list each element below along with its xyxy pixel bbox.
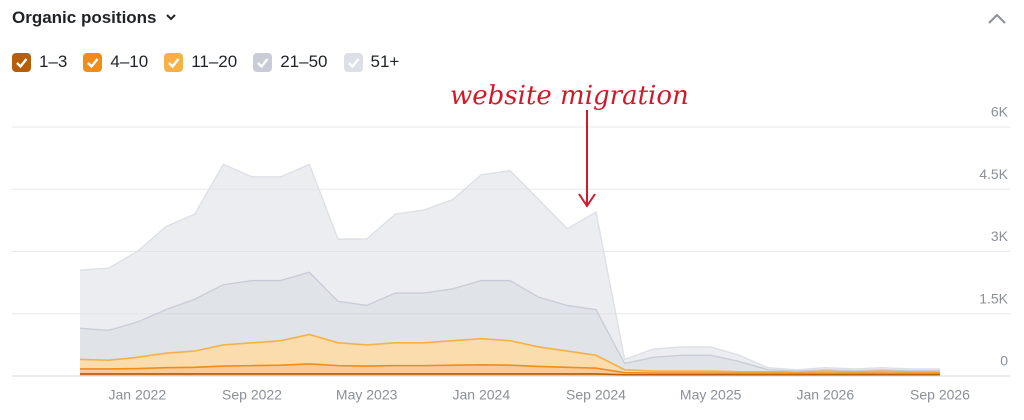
check-mark: [87, 57, 99, 68]
y-tick-label: 3K: [991, 228, 1009, 244]
y-tick-label: 4.5K: [979, 166, 1008, 182]
legend-label: 21–50: [280, 52, 328, 71]
legend-label: 11–20: [191, 52, 238, 71]
x-tick-label: Sep 2026: [910, 387, 970, 403]
legend-checkbox[interactable]: [343, 52, 363, 72]
series-line: [80, 373, 940, 376]
check-mark: [16, 57, 28, 68]
legend-item[interactable]: 4–10: [83, 52, 148, 72]
check-mark: [347, 57, 359, 68]
series-line: [79, 163, 940, 371]
chart-title[interactable]: Organic positions: [12, 8, 177, 28]
x-tick-label: May 2025: [680, 387, 742, 403]
legend-label: 51+: [370, 52, 400, 71]
area-fill: [80, 272, 940, 372]
legend: 1–3 4–10 11–20 21–50 51+: [12, 52, 399, 72]
series-line: [79, 271, 940, 372]
area-fill: [80, 164, 940, 372]
x-tick-label: Jan 2026: [797, 387, 855, 403]
area-fill: [80, 334, 940, 374]
series-line: [80, 363, 940, 375]
legend-checkbox[interactable]: [253, 52, 273, 72]
dropdown-chevron: [166, 14, 176, 21]
y-tick-label: 1.5K: [979, 290, 1008, 306]
y-tick-label: 0: [1000, 353, 1008, 369]
legend-checkbox[interactable]: [164, 52, 184, 72]
x-tick-label: Jan 2022: [109, 387, 167, 403]
annotation-arrowhead: [578, 193, 596, 208]
legend-checkbox[interactable]: [12, 52, 31, 72]
x-tick-label: Sep 2024: [566, 387, 626, 403]
series-line: [79, 333, 940, 373]
check-mark: [168, 57, 180, 68]
x-tick-label: Sep 2022: [222, 387, 282, 403]
legend-item[interactable]: 21–50: [253, 52, 328, 72]
x-tick-label: Jan 2024: [453, 387, 511, 403]
legend-item[interactable]: 1–3: [12, 52, 67, 72]
legend-label: 1–3: [39, 52, 68, 71]
x-tick-label: May 2023: [336, 387, 398, 403]
legend-item[interactable]: 11–20: [164, 52, 237, 72]
title-text: Organic positions: [12, 8, 157, 27]
y-tick-label: 6K: [991, 104, 1009, 120]
areas: [80, 164, 940, 376]
legend-item[interactable]: 51+: [343, 52, 400, 72]
collapse-chevron[interactable]: [986, 12, 1008, 26]
lines: [79, 163, 940, 376]
area-fill: [80, 363, 940, 375]
legend-checkbox[interactable]: [83, 52, 103, 72]
annotation: website migration: [450, 81, 689, 111]
check-mark: [257, 57, 269, 68]
legend-label: 4–10: [110, 52, 149, 71]
